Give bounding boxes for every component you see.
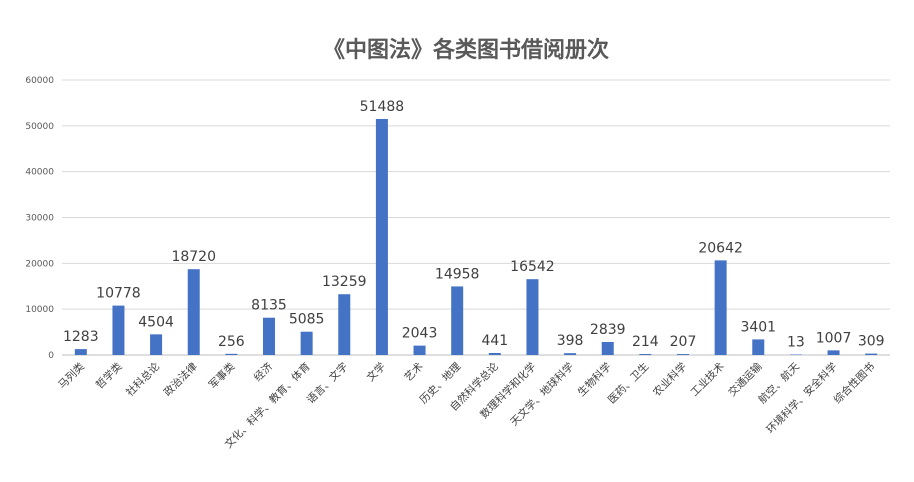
x-tick-label: 政治法律 xyxy=(161,360,200,399)
y-axis-ticks: 0 10000 20000 30000 40000 50000 60000 xyxy=(25,76,54,361)
data-label: 256 xyxy=(218,334,245,350)
x-tick-label: 经济 xyxy=(251,360,275,384)
y-tick-label: 20000 xyxy=(25,259,54,269)
data-label: 441 xyxy=(481,333,508,349)
data-label: 16542 xyxy=(510,259,555,275)
y-tick-label: 0 xyxy=(48,351,54,361)
bar xyxy=(225,353,238,355)
data-label: 5085 xyxy=(289,312,325,328)
data-label: 8135 xyxy=(251,298,287,314)
bar xyxy=(488,352,501,355)
bar xyxy=(74,349,87,355)
x-tick-label: 马列类 xyxy=(55,360,87,392)
bars xyxy=(74,119,878,355)
data-label: 13259 xyxy=(322,274,367,290)
x-tick-label: 交通运输 xyxy=(726,360,765,399)
bar xyxy=(639,354,652,355)
x-tick-label: 环境科学、安全科学 xyxy=(764,360,840,436)
y-tick-label: 10000 xyxy=(25,305,54,315)
bar xyxy=(714,260,727,355)
data-label: 2043 xyxy=(402,326,438,342)
x-tick-label: 社科总论 xyxy=(123,360,162,399)
data-label: 398 xyxy=(557,333,584,349)
x-tick-label: 农业科学 xyxy=(650,360,689,399)
bar xyxy=(150,334,163,355)
chart-title: 《中图法》各类图书借阅册次 xyxy=(323,37,609,63)
bar xyxy=(187,269,200,355)
y-tick-label: 50000 xyxy=(25,122,54,132)
y-tick-label: 30000 xyxy=(25,214,54,224)
data-label: 14958 xyxy=(435,266,480,282)
bar xyxy=(526,279,539,355)
x-tick-label: 综合性图书 xyxy=(831,360,877,406)
data-label: 13 xyxy=(787,335,805,351)
bar xyxy=(789,354,802,355)
data-label: 4504 xyxy=(138,314,174,330)
bar xyxy=(601,341,614,355)
bar xyxy=(865,353,878,355)
data-label: 214 xyxy=(632,334,659,350)
bar xyxy=(112,305,125,355)
data-label: 3401 xyxy=(740,319,776,335)
data-label: 18720 xyxy=(171,249,216,265)
data-label: 1283 xyxy=(63,329,99,345)
bar xyxy=(451,286,464,355)
bar xyxy=(827,350,840,355)
y-tick-label: 60000 xyxy=(25,76,54,86)
data-label: 51488 xyxy=(360,99,405,115)
bar xyxy=(338,294,351,355)
data-label: 10778 xyxy=(96,286,141,302)
bar xyxy=(413,345,426,355)
x-tick-label: 哲学类 xyxy=(93,360,125,392)
x-tick-label: 工业技术 xyxy=(688,360,727,399)
data-label: 1007 xyxy=(816,330,852,346)
x-tick-label: 艺术 xyxy=(402,360,426,384)
data-label: 20642 xyxy=(698,240,743,256)
x-tick-label: 生物科学 xyxy=(575,360,614,399)
x-tick-label: 天文学、地球科学 xyxy=(508,360,577,429)
data-label: 2839 xyxy=(590,322,626,338)
bar xyxy=(263,317,275,355)
data-label: 207 xyxy=(670,334,697,350)
x-tick-label: 医药、卫生 xyxy=(605,360,651,406)
bar xyxy=(677,354,689,355)
gridlines xyxy=(62,79,890,310)
bar xyxy=(752,339,765,355)
data-label: 309 xyxy=(858,334,885,350)
x-tick-label: 文学 xyxy=(364,360,388,384)
bar xyxy=(375,119,388,355)
x-tick-label: 语言、文字 xyxy=(304,360,350,406)
x-tick-label: 军事类 xyxy=(206,360,238,392)
bar xyxy=(564,353,577,355)
bar xyxy=(300,331,313,355)
y-tick-label: 40000 xyxy=(25,168,54,178)
